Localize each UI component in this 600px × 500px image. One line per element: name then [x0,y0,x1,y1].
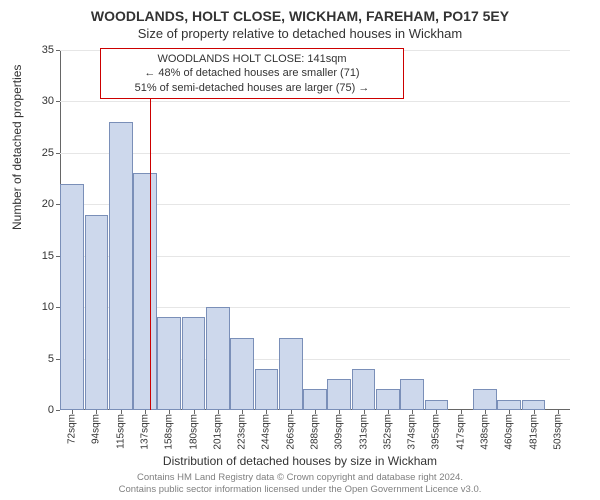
title-sub: Size of property relative to detached ho… [0,26,600,41]
x-tick-label: 417sqm [455,414,466,450]
x-tick-label: 244sqm [261,414,272,450]
x-tick-label: 158sqm [164,414,175,450]
x-tick-label: 72sqm [67,414,78,444]
callout-line-3: 51% of semi-detached houses are larger (… [107,81,397,95]
bar [425,400,449,410]
callout-line-2: ← 48% of detached houses are smaller (71… [107,66,397,80]
reference-line [150,50,151,410]
bar [400,379,424,410]
x-tick-label: 201sqm [212,414,223,450]
bar [352,369,376,410]
x-tick-label: 481sqm [528,414,539,450]
bar [60,184,84,410]
y-tick-label: 15 [24,250,54,262]
y-tick-label: 35 [24,44,54,56]
bar [376,389,400,410]
y-tick [56,153,60,154]
y-tick [56,101,60,102]
bar [497,400,521,410]
x-tick-label: 374sqm [407,414,418,450]
x-tick-label: 438sqm [480,414,491,450]
x-tick-label: 288sqm [310,414,321,450]
footer-line-1: Contains HM Land Registry data © Crown c… [137,472,463,483]
y-tick-label: 10 [24,301,54,313]
bar [182,317,206,410]
x-axis-title: Distribution of detached houses by size … [0,454,600,468]
y-tick-label: 5 [24,353,54,365]
x-tick-label: 223sqm [237,414,248,450]
x-tick-label: 309sqm [334,414,345,450]
bar [109,122,133,410]
bar [327,379,351,410]
y-tick-label: 25 [24,147,54,159]
grid-line [60,101,570,102]
bar [473,389,497,410]
x-tick-label: 180sqm [188,414,199,450]
bar [230,338,254,410]
plot-area: 72sqm94sqm115sqm137sqm158sqm180sqm201sqm… [60,50,570,410]
bar [303,389,327,410]
bar [279,338,303,410]
bar [157,317,181,410]
callout-box: WOODLANDS HOLT CLOSE: 141sqm ← 48% of de… [100,48,404,99]
bar [206,307,230,410]
x-tick-label: 503sqm [552,414,563,450]
footer-text: Contains HM Land Registry data © Crown c… [0,472,600,496]
y-tick [56,50,60,51]
x-tick-label: 395sqm [431,414,442,450]
bar [85,215,109,410]
y-tick-label: 20 [24,198,54,210]
chart-container: WOODLANDS, HOLT CLOSE, WICKHAM, FAREHAM,… [0,0,600,500]
grid-line [60,153,570,154]
x-tick-label: 115sqm [115,414,126,449]
y-axis-title: Number of detached properties [10,65,24,230]
bar [133,173,157,410]
x-tick-label: 331sqm [358,414,369,450]
x-tick-label: 137sqm [140,414,151,450]
bar [522,400,546,410]
x-tick-label: 460sqm [504,414,515,450]
title-main: WOODLANDS, HOLT CLOSE, WICKHAM, FAREHAM,… [0,8,600,24]
y-tick-label: 0 [24,404,54,416]
x-tick-label: 94sqm [91,414,102,444]
x-tick-label: 266sqm [285,414,296,450]
bar [255,369,279,410]
y-tick [56,410,60,411]
callout-line-1: WOODLANDS HOLT CLOSE: 141sqm [107,52,397,66]
x-tick-label: 352sqm [382,414,393,450]
footer-line-2: Contains public sector information licen… [119,484,482,495]
y-tick-label: 30 [24,95,54,107]
